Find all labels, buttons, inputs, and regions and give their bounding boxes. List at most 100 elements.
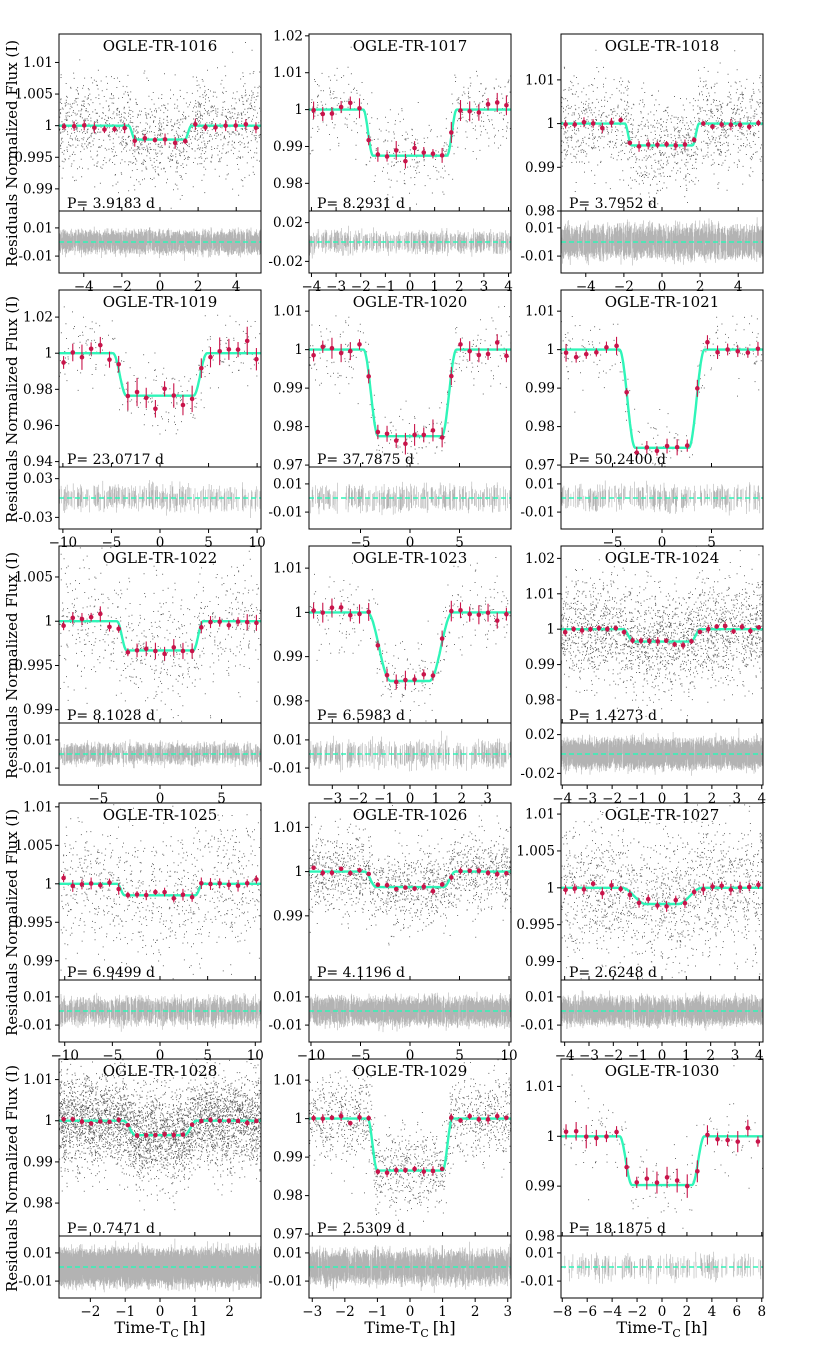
- binned-point: [594, 1135, 599, 1141]
- binned-point: [421, 1169, 427, 1174]
- binned-point: [171, 896, 177, 901]
- binned-point: [329, 605, 335, 610]
- binned-point: [581, 887, 587, 892]
- binned-point: [107, 624, 112, 630]
- binned-point: [142, 135, 148, 141]
- binned-point: [674, 1178, 680, 1183]
- binned-point: [714, 624, 720, 629]
- y-tick-label: 1: [546, 342, 555, 358]
- binned-point: [244, 1120, 250, 1126]
- binned-point: [329, 345, 335, 351]
- panel-ogle-tr-1021: 0.97 0.98 0.99 1 1.01 -0.01 0.01 −5 0 5 OGLE-TR-10…: [520, 289, 764, 551]
- binned-point: [745, 1125, 751, 1131]
- binned-point: [384, 882, 390, 888]
- residual-errorbars: [59, 992, 261, 1032]
- binned-point: [701, 887, 706, 892]
- binned-point: [189, 894, 195, 900]
- residual-errorbars: [561, 480, 763, 516]
- binned-point: [689, 639, 694, 644]
- binned-point: [375, 643, 381, 648]
- binned-point: [235, 883, 241, 889]
- binned-point: [719, 122, 724, 127]
- panel-ogle-tr-1026: 0.99 1 1.01 -0.01 0.01 −10 −5 0 5 10 OGLE-TR-1026 P…: [268, 802, 518, 1064]
- period-label: P= 0.7471 d: [67, 1221, 155, 1237]
- res-y-tick-label: 0.01: [23, 1245, 53, 1261]
- binned-point: [180, 892, 186, 898]
- binned-point: [329, 111, 335, 116]
- binned-point: [664, 443, 670, 449]
- binned-point: [393, 438, 399, 443]
- res-y-tick-label: -0.01: [520, 249, 555, 265]
- binned-point: [375, 882, 381, 888]
- x-tick-label: 0: [406, 1304, 415, 1320]
- period-label: P= 23.0717 d: [67, 452, 164, 468]
- y-tick-label: 1.01: [23, 55, 53, 71]
- x-tick-label: −4: [302, 279, 322, 295]
- x-tick-label: 10: [247, 1048, 264, 1064]
- x-tick-label: −10: [49, 535, 78, 551]
- binned-point: [579, 628, 585, 633]
- binned-point: [182, 138, 188, 144]
- binned-point: [604, 1134, 609, 1139]
- binned-point: [682, 142, 688, 147]
- y-axis-label: Residuals Normalized Flux (I): [3, 809, 21, 1036]
- binned-point: [357, 342, 362, 347]
- binned-point: [143, 892, 149, 898]
- binned-point: [61, 623, 66, 628]
- x-tick-label: 0: [156, 1304, 165, 1320]
- model-curve: [561, 348, 763, 449]
- binned-point: [235, 347, 241, 352]
- x-tick-label: 3: [733, 791, 742, 807]
- period-label: P= 6.5983 d: [317, 708, 405, 724]
- binned-point: [458, 608, 463, 613]
- res-y-tick-label: 0.01: [23, 220, 53, 236]
- binned-point: [254, 877, 259, 882]
- x-tick-label: −4: [602, 1304, 622, 1320]
- res-y-tick-label: -0.01: [268, 505, 303, 521]
- y-tick-label: 1.01: [273, 561, 303, 577]
- binned-point: [143, 646, 149, 652]
- residual-errorbars: [561, 727, 763, 776]
- y-tick-label: 1.005: [14, 87, 53, 103]
- binned-point: [61, 1117, 66, 1122]
- binned-point: [430, 673, 436, 678]
- binned-point: [235, 1118, 241, 1124]
- binned-point: [320, 344, 326, 350]
- x-tick-label: 1: [432, 791, 441, 807]
- x-tick-label: 0: [658, 535, 667, 551]
- raw-points: [309, 557, 511, 722]
- x-tick-label: −2: [348, 791, 368, 807]
- raw-points: [561, 49, 763, 205]
- panel-ogle-tr-1018: 0.98 0.99 1 1.01 -0.01 0.01 −4 −2 0 2 4 OGLE-TR-101…: [520, 33, 764, 295]
- binned-point: [739, 624, 745, 630]
- binned-point: [171, 645, 177, 650]
- y-tick-label: 0.99: [273, 139, 303, 155]
- residual-errorbars: [59, 226, 261, 261]
- binned-point: [562, 629, 568, 635]
- y-tick-label: 0.96: [23, 418, 53, 434]
- y-axis-label: Residuals Normalized Flux (I): [3, 1065, 21, 1292]
- residual-points: [309, 991, 511, 1033]
- binned-point: [430, 888, 436, 894]
- x-tick-label: 0: [156, 279, 165, 295]
- binned-point: [98, 611, 103, 617]
- binned-point: [172, 140, 178, 146]
- lightcurve: [309, 804, 511, 946]
- binned-point: [199, 365, 204, 371]
- binned-point: [467, 108, 472, 114]
- model-curve: [309, 108, 511, 157]
- binned-point: [125, 1122, 131, 1128]
- binned-point: [737, 885, 743, 890]
- y-tick-label: 1.005: [516, 843, 555, 859]
- residual-errorbars: [309, 1241, 511, 1293]
- binned-point: [403, 158, 408, 164]
- binned-point: [421, 884, 427, 889]
- x-tick-label: −4: [576, 279, 596, 295]
- binned-point: [171, 1132, 177, 1138]
- binned-point: [70, 883, 76, 889]
- binned-point: [98, 882, 103, 888]
- residual-points: [309, 1241, 511, 1293]
- binned-point: [590, 881, 596, 887]
- binned-point: [458, 1118, 463, 1123]
- binned-point: [70, 615, 76, 621]
